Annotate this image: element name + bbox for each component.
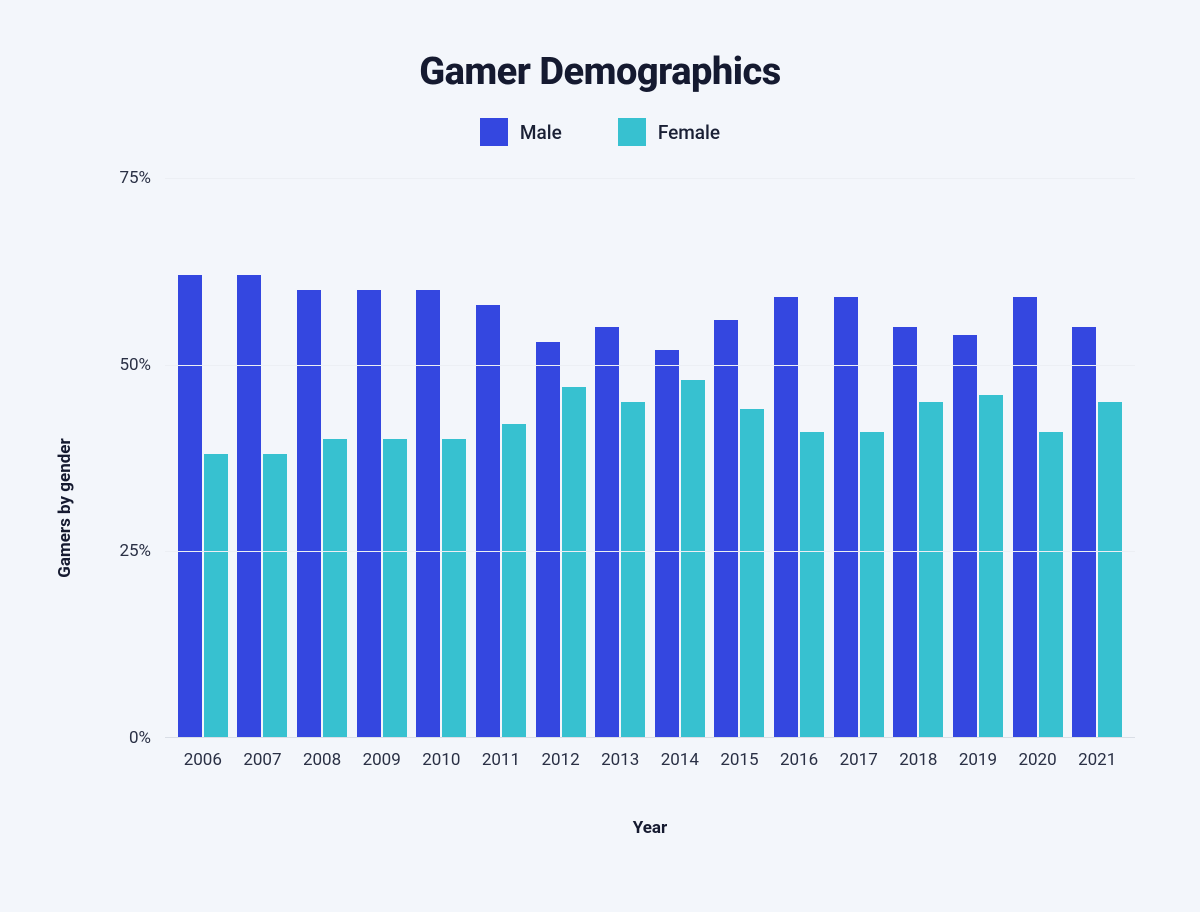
x-tick-label: 2012 xyxy=(531,750,591,770)
bar-group xyxy=(650,178,710,738)
gridline xyxy=(165,178,1135,179)
bar[interactable] xyxy=(357,290,381,738)
y-axis-label: Gamers by gender xyxy=(55,438,75,577)
x-tick-label: 2021 xyxy=(1067,750,1127,770)
bar-group xyxy=(710,178,770,738)
bar[interactable] xyxy=(655,350,679,738)
bar[interactable] xyxy=(178,275,202,738)
bar[interactable] xyxy=(740,409,764,738)
bar[interactable] xyxy=(383,439,407,738)
bar[interactable] xyxy=(536,342,560,738)
bar[interactable] xyxy=(1039,432,1063,738)
bar[interactable] xyxy=(297,290,321,738)
plot-area: 0%25%50%75% xyxy=(165,178,1135,738)
bar[interactable] xyxy=(595,327,619,738)
x-axis-line xyxy=(165,737,1135,738)
x-tick-label: 2006 xyxy=(173,750,233,770)
y-tick-label: 75% xyxy=(119,168,165,188)
bar[interactable] xyxy=(476,305,500,738)
x-tick-label: 2016 xyxy=(769,750,829,770)
x-tick-label: 2011 xyxy=(471,750,531,770)
bar[interactable] xyxy=(263,454,287,738)
bar-group xyxy=(829,178,889,738)
bar-group xyxy=(292,178,352,738)
bar-group xyxy=(531,178,591,738)
x-tick-label: 2013 xyxy=(590,750,650,770)
bar[interactable] xyxy=(893,327,917,738)
bar[interactable] xyxy=(621,402,645,738)
chart: Gamers by gender 0%25%50%75% 20062007200… xyxy=(65,178,1135,838)
bar[interactable] xyxy=(953,335,977,738)
bar[interactable] xyxy=(1072,327,1096,738)
x-tick-label: 2014 xyxy=(650,750,710,770)
bar-group xyxy=(233,178,293,738)
bar-group xyxy=(590,178,650,738)
bar[interactable] xyxy=(562,387,586,738)
bar[interactable] xyxy=(502,424,526,738)
x-tick-label: 2020 xyxy=(1008,750,1068,770)
bar-group xyxy=(948,178,1008,738)
bar[interactable] xyxy=(774,297,798,738)
bar-group xyxy=(889,178,949,738)
bar[interactable] xyxy=(800,432,824,738)
bars-area xyxy=(165,178,1135,738)
bar-group xyxy=(1067,178,1127,738)
bar[interactable] xyxy=(442,439,466,738)
y-tick-label: 25% xyxy=(119,541,165,561)
bar[interactable] xyxy=(1013,297,1037,738)
bar[interactable] xyxy=(237,275,261,738)
x-tick-label: 2009 xyxy=(352,750,412,770)
bar[interactable] xyxy=(860,432,884,738)
x-tick-label: 2018 xyxy=(889,750,949,770)
x-tick-label: 2008 xyxy=(292,750,352,770)
y-tick-label: 0% xyxy=(129,728,165,748)
bar[interactable] xyxy=(919,402,943,738)
bar-group xyxy=(412,178,472,738)
bar[interactable] xyxy=(714,320,738,738)
legend-label: Female xyxy=(658,121,720,144)
gridline xyxy=(165,551,1135,552)
bar[interactable] xyxy=(204,454,228,738)
y-tick-label: 50% xyxy=(119,355,165,375)
bar[interactable] xyxy=(416,290,440,738)
x-tick-label: 2010 xyxy=(412,750,472,770)
x-axis-labels: 2006200720082009201020112012201320142015… xyxy=(165,750,1135,770)
legend-swatch xyxy=(618,118,646,146)
bar-group xyxy=(471,178,531,738)
bar-group xyxy=(769,178,829,738)
legend-item[interactable]: Male xyxy=(480,118,562,146)
x-tick-label: 2019 xyxy=(948,750,1008,770)
bar[interactable] xyxy=(834,297,858,738)
legend-item[interactable]: Female xyxy=(618,118,720,146)
bar-group xyxy=(352,178,412,738)
gridline xyxy=(165,365,1135,366)
chart-title: Gamer Demographics xyxy=(419,50,781,94)
x-tick-label: 2015 xyxy=(710,750,770,770)
bar[interactable] xyxy=(1098,402,1122,738)
x-tick-label: 2017 xyxy=(829,750,889,770)
bar-group xyxy=(1008,178,1068,738)
x-tick-label: 2007 xyxy=(233,750,293,770)
bar[interactable] xyxy=(681,380,705,738)
legend: Male Female xyxy=(480,118,720,146)
x-axis-title: Year xyxy=(165,818,1135,838)
legend-label: Male xyxy=(520,121,562,144)
legend-swatch xyxy=(480,118,508,146)
bar[interactable] xyxy=(323,439,347,738)
bar[interactable] xyxy=(979,395,1003,738)
bar-group xyxy=(173,178,233,738)
